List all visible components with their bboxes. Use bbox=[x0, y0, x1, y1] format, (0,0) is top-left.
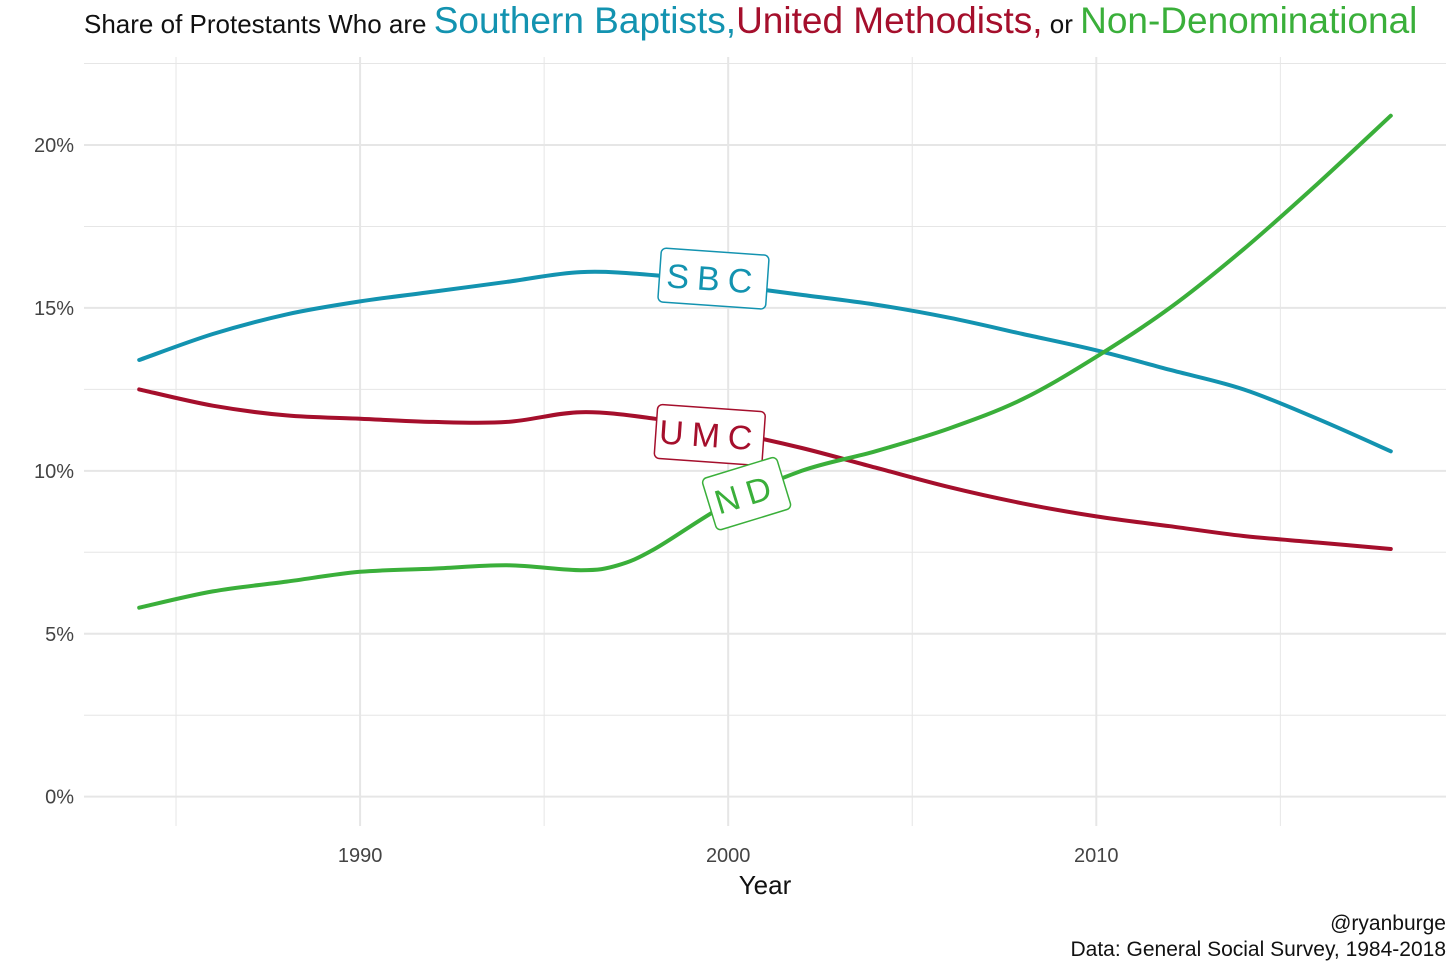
y-tick-label: 20% bbox=[34, 135, 74, 157]
y-tick-label: 0% bbox=[45, 787, 74, 809]
label-text: UMC bbox=[658, 413, 762, 458]
chart-title: Share of Protestants Who are Southern Ba… bbox=[84, 0, 1417, 48]
title-umc: United Methodists, bbox=[736, 0, 1043, 41]
x-axis-title: Year bbox=[739, 870, 792, 900]
y-tick-label: 5% bbox=[45, 624, 74, 646]
y-tick-label: 15% bbox=[34, 298, 74, 320]
series-line-nd bbox=[137, 113, 1393, 610]
series-line-umc bbox=[137, 387, 1393, 551]
y-tick-label: 10% bbox=[34, 461, 74, 483]
x-tick-label: 2000 bbox=[706, 845, 751, 867]
title-nd: Non-Denominational bbox=[1080, 0, 1418, 41]
label-box bbox=[657, 247, 770, 310]
title-sbc: Southern Baptists, bbox=[433, 0, 737, 41]
x-tick-label: 2010 bbox=[1074, 845, 1119, 867]
x-tick-label: 1990 bbox=[338, 845, 383, 867]
label-sbc: SBC bbox=[657, 247, 770, 310]
label-nd: ND bbox=[701, 456, 792, 531]
label-umc: UMC bbox=[653, 403, 766, 467]
title-or: or bbox=[1042, 9, 1081, 39]
label-box bbox=[701, 456, 792, 531]
caption-handle: @ryanburge bbox=[1330, 912, 1446, 935]
label-box bbox=[653, 403, 766, 467]
label-text: SBC bbox=[665, 257, 761, 301]
title-prefix: Share of Protestants Who are bbox=[84, 9, 434, 39]
caption-source: Data: General Social Survey, 1984-2018 bbox=[1070, 938, 1447, 961]
